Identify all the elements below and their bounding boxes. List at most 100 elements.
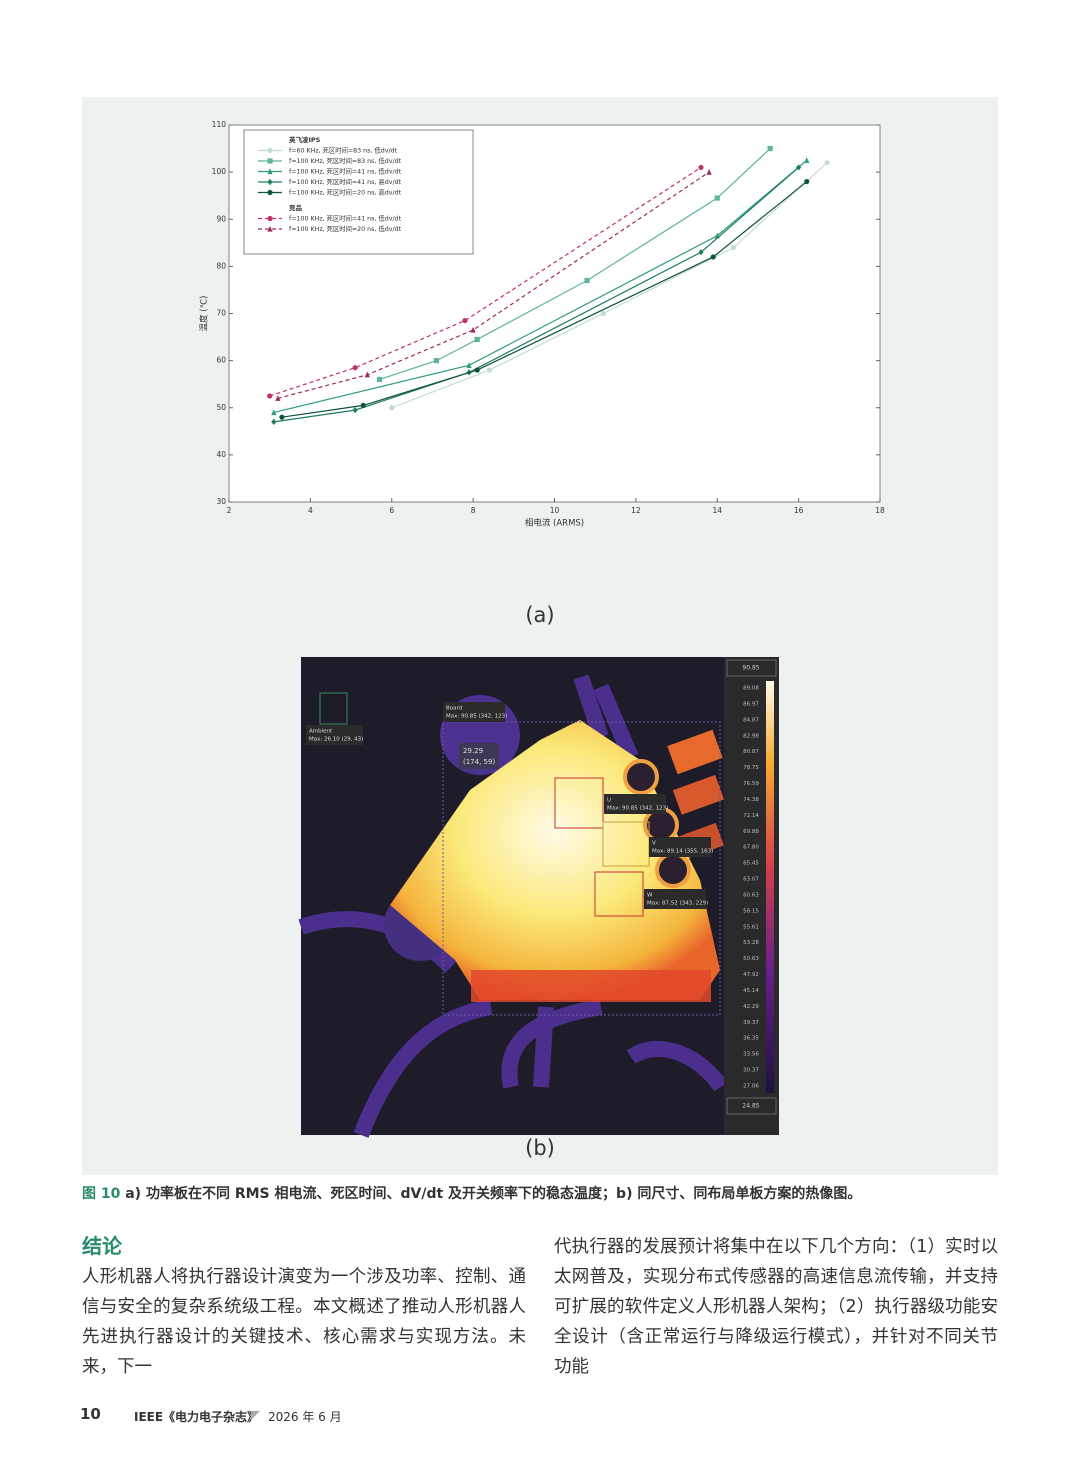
journal: IEEE《电力电子杂志》	[134, 1410, 260, 1424]
u-box	[554, 777, 604, 829]
series-line	[379, 148, 771, 381]
series-line	[277, 171, 710, 399]
marker	[804, 178, 810, 185]
legend-label: f=60 KHz, 死区时间=83 ns, 低dv/dt	[289, 146, 398, 155]
ambient-max: Max: 26.10 (29, 43)	[309, 737, 363, 743]
scale-label: 53.28	[743, 940, 759, 946]
series-line	[273, 159, 808, 414]
scale-label: 27.06	[743, 1084, 759, 1090]
marker	[352, 407, 358, 414]
marker	[706, 169, 712, 175]
scale-label: 67.80	[743, 845, 759, 851]
legend: 英飞凌IPS f=60 KHz, 死区时间=83 ns, 低dv/dt f=100 …	[243, 129, 474, 255]
y-tick-label: 80	[216, 261, 226, 270]
y-tick-label: 110	[212, 120, 227, 129]
y-tick-label: 40	[216, 450, 226, 459]
scale-max: 90.85	[742, 665, 759, 672]
legend-group-title: 英飞凌IPS	[288, 135, 321, 144]
marker	[796, 164, 802, 171]
x-tick-label: 6	[389, 506, 394, 515]
scale-label: 72.14	[743, 813, 759, 819]
label-box	[604, 794, 666, 814]
marker	[267, 158, 273, 164]
scale-max-box	[726, 659, 777, 677]
x-tick-label: 10	[550, 506, 560, 515]
scale-label: 74.38	[743, 797, 759, 803]
color-bar	[766, 681, 774, 1093]
marker	[279, 414, 285, 420]
marker	[267, 215, 273, 222]
figure-label: (b)	[525, 1136, 555, 1160]
marker	[474, 336, 480, 343]
chart: 2 4 6 8 10 12 14 16 18 30 40 50 60 70 80 90 100 110 相电流 (A…	[199, 120, 885, 529]
left-column: 人形机器人将执行器设计演变为一个涉及功率、控制、通信与安全的复杂系统级工程。本文…	[82, 1267, 526, 1377]
scale-label: 42.29	[743, 1004, 759, 1010]
x-tick-label: 18	[875, 506, 885, 515]
connector	[667, 729, 723, 775]
scale-label: 78.75	[743, 765, 759, 771]
scale-label: 84.87	[743, 717, 759, 723]
x-tick-label: 14	[712, 506, 722, 515]
board-edge	[471, 970, 711, 1002]
marker	[433, 358, 440, 364]
marker	[352, 365, 358, 371]
scale-label: 45.14	[743, 988, 759, 994]
marker	[486, 367, 492, 373]
v-name: V	[652, 841, 656, 847]
scale-label: 39.37	[743, 1020, 759, 1026]
marker	[267, 147, 273, 154]
label-box	[306, 725, 363, 745]
page-number: 10	[80, 1405, 101, 1423]
marker	[271, 409, 277, 416]
marker	[730, 244, 737, 251]
scale-label: 36.35	[743, 1036, 759, 1042]
x-tick-label: 8	[471, 506, 476, 515]
marker	[376, 376, 383, 383]
w-box	[594, 871, 644, 917]
ambient-name: Ambient	[309, 729, 333, 735]
legend-box	[243, 129, 474, 255]
scale-label: 89.08	[743, 686, 759, 692]
marker	[824, 160, 830, 166]
marker	[267, 393, 273, 399]
u-max: Max: 90.85 (342, 123)	[607, 806, 668, 812]
marker	[267, 168, 273, 175]
connector	[672, 774, 725, 815]
scale-label: 47.92	[743, 972, 759, 978]
marker	[466, 362, 472, 368]
section-heading: 结论	[82, 1234, 122, 1258]
ambient-box	[319, 692, 348, 725]
figure-caption: 图 10 a) 功率板在不同 RMS 相电流、死区时间、dV/dt 及开关频率下…	[82, 1183, 998, 1203]
legend-label: f=100 KHz, 死区时间=20 ns, 低dv/dt	[289, 224, 402, 233]
divider-mark	[251, 1411, 260, 1420]
scale-label: 69.88	[743, 829, 759, 835]
y-tick-label: 100	[212, 167, 227, 176]
scale-label: 63.07	[743, 877, 759, 883]
caption-number: 图 10	[82, 1186, 121, 1202]
label-box	[459, 743, 499, 769]
x-tick-label: 16	[794, 506, 804, 515]
scale-labels: 89.08 86.97 84.87 82.98 80.87 78.75 76.59 74.38…	[743, 686, 759, 1090]
marker	[364, 371, 370, 378]
board-box	[442, 721, 721, 1016]
y-tick-label: 90	[216, 214, 226, 223]
cable	[298, 674, 728, 1138]
scale-label: 33.56	[743, 1052, 759, 1058]
x-tick-label: 2	[227, 506, 232, 515]
x-tick-label: 12	[631, 506, 641, 515]
v-max: Max: 89.14 (355, 163)	[652, 849, 713, 855]
scale-label: 60.63	[743, 892, 759, 898]
scale-min: 24.85	[742, 1103, 759, 1110]
marker	[389, 405, 395, 411]
marker	[267, 225, 273, 232]
scale-label: 55.61	[743, 924, 759, 930]
marker	[804, 157, 810, 163]
marker	[698, 249, 704, 256]
y-tick-label: 30	[216, 497, 226, 506]
right-column: 代执行器的发展预计将集中在以下几个方向：（1）实时以太网普及，实现分布式传感器的…	[554, 1237, 998, 1377]
scale-label: 86.97	[743, 701, 759, 707]
scale-label: 50.63	[743, 956, 759, 962]
board-name: Board	[446, 706, 462, 712]
label-box	[644, 889, 706, 909]
